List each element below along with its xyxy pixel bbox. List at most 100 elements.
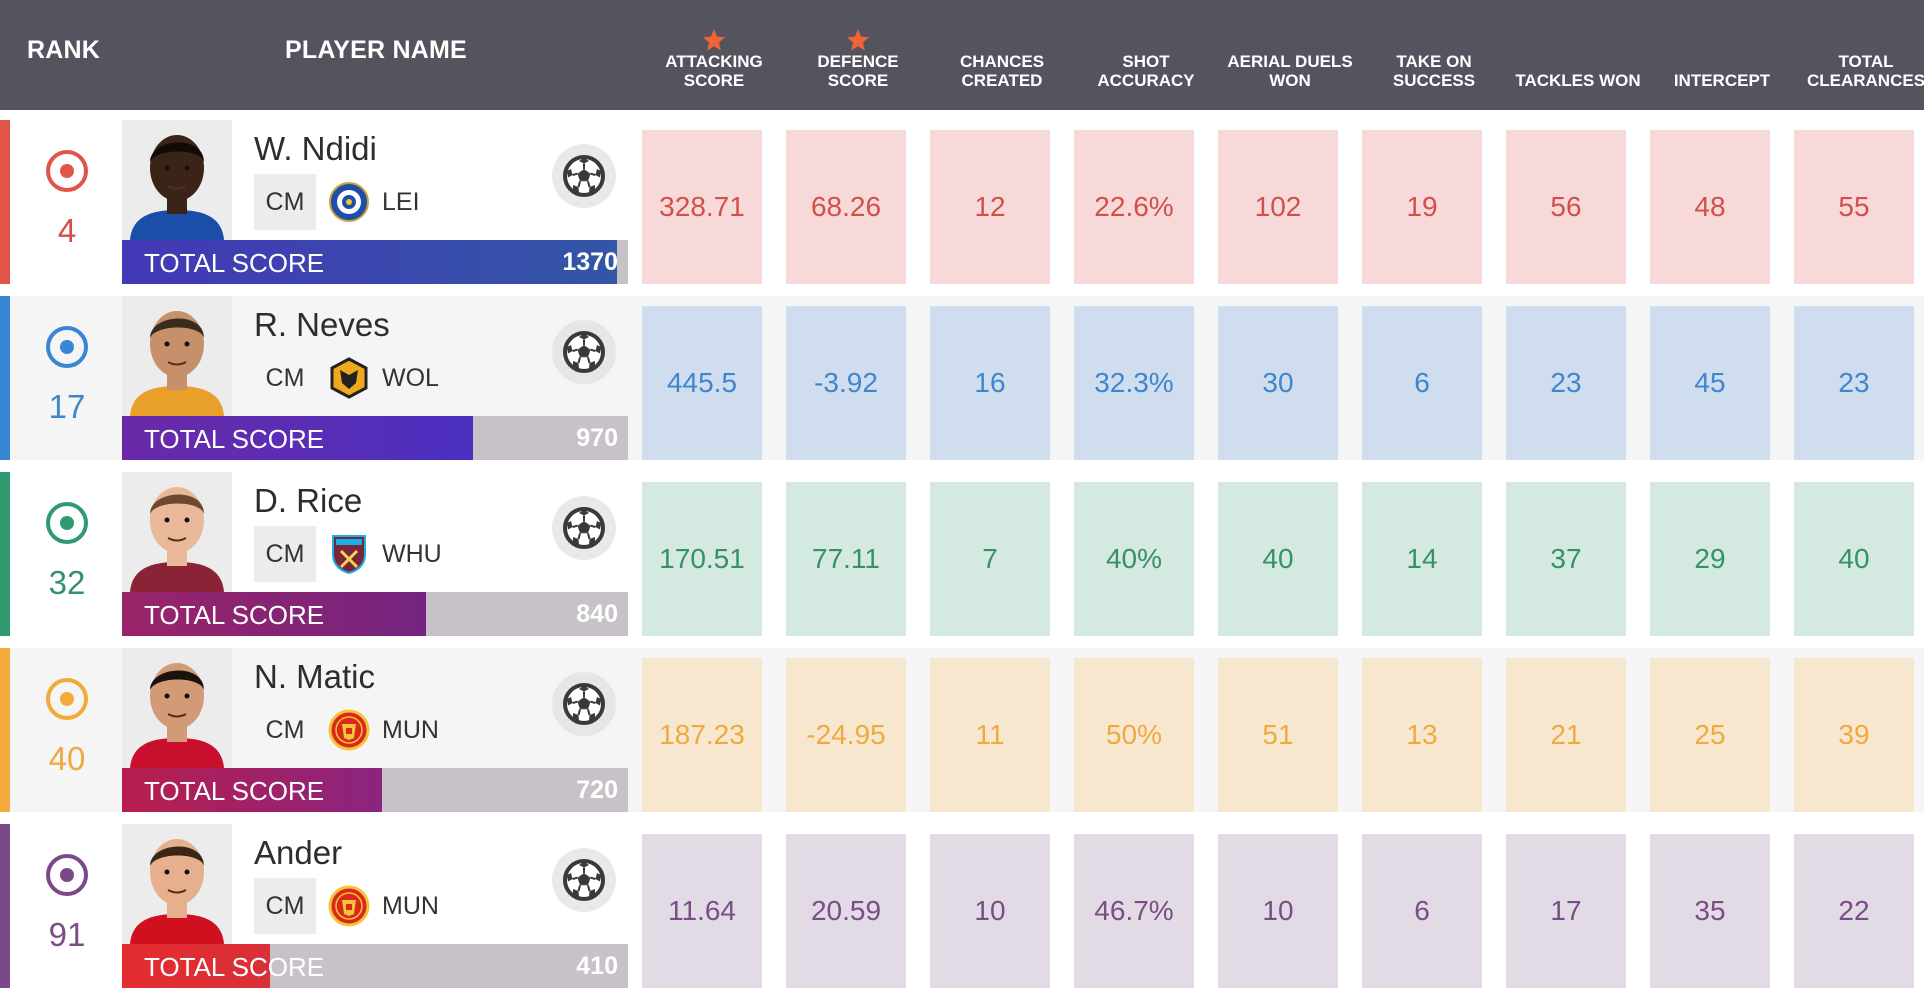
stat-cell: 37 — [1506, 482, 1626, 636]
stat-cell: 22.6% — [1074, 130, 1194, 284]
player-photo[interactable] — [122, 824, 232, 944]
total-score-fill — [122, 592, 426, 636]
stat-cell: 55 — [1794, 130, 1914, 284]
stat-cell: 10 — [930, 834, 1050, 988]
column-header-defence-score[interactable]: DEFENCE SCORE — [786, 0, 930, 110]
row-accent-bar — [0, 824, 10, 988]
target-icon — [44, 852, 90, 898]
column-header-tackles-won[interactable]: TACKLES WON — [1506, 0, 1650, 110]
football-icon[interactable] — [552, 848, 616, 912]
total-score-label: TOTAL SCORE — [144, 776, 325, 806]
column-header-intercept[interactable]: INTERCEPT — [1650, 0, 1794, 110]
total-score-bar: TOTAL SCORE 410 — [122, 944, 628, 988]
team-code: LEI — [382, 188, 420, 216]
position-badge: CM — [254, 174, 316, 230]
table-row[interactable]: 32 D. Rice CM WHU TOTAL SCORE 840 170.51 77.11 7… — [0, 472, 1924, 636]
stat-cell: 187.23 — [642, 658, 762, 812]
row-accent-bar — [0, 296, 10, 460]
total-score-bar: TOTAL SCORE 970 — [122, 416, 628, 460]
total-score-value: 720 — [576, 776, 618, 804]
stat-cell: 170.51 — [642, 482, 762, 636]
rank-number: 91 — [48, 916, 86, 953]
football-icon[interactable] — [552, 320, 616, 384]
column-header-total-clearances[interactable]: TOTAL CLEARANCES — [1794, 0, 1924, 110]
total-score-value: 970 — [576, 424, 618, 452]
player-name[interactable]: R. Neves — [254, 306, 390, 343]
total-score-label: TOTAL SCORE — [144, 952, 325, 982]
stat-cell: 7 — [930, 482, 1050, 636]
team-code: WHU — [382, 540, 442, 568]
stat-cell: 68.26 — [786, 130, 906, 284]
stat-cell: 40% — [1074, 482, 1194, 636]
stat-cell: 50% — [1074, 658, 1194, 812]
team-code: WOL — [382, 364, 439, 392]
stat-cell: 445.5 — [642, 306, 762, 460]
rank-number: 17 — [48, 388, 86, 425]
player-photo[interactable] — [122, 648, 232, 768]
column-header-take-on-success[interactable]: TAKE ON SUCCESS — [1362, 0, 1506, 110]
stat-cell: 22 — [1794, 834, 1914, 988]
football-icon[interactable] — [552, 496, 616, 560]
table-row[interactable]: 17 R. Neves CM WOL TOTAL SCORE 970 445.5 -3.92 1… — [0, 296, 1924, 460]
table-row[interactable]: 4 W. Ndidi CM LEI TOTAL SCORE 1370 328.71 68.26… — [0, 120, 1924, 284]
manutd-crest-icon — [328, 709, 370, 751]
header-rank[interactable]: RANK — [27, 36, 101, 64]
target-icon — [44, 500, 90, 546]
column-header-line2: WON — [1269, 71, 1311, 90]
column-header-shot-accuracy[interactable]: SHOT ACCURACY — [1074, 0, 1218, 110]
stat-cell: 102 — [1218, 130, 1338, 284]
total-score-value: 410 — [576, 952, 618, 980]
stat-cell: 29 — [1650, 482, 1770, 636]
row-accent-bar — [0, 120, 10, 284]
stat-cell: 40 — [1794, 482, 1914, 636]
table-row[interactable]: 40 N. Matic CM MUN TOTAL SCORE 720 187.23 -24.9… — [0, 648, 1924, 812]
player-name[interactable]: N. Matic — [254, 658, 376, 695]
column-header-chances-created[interactable]: CHANCES CREATED — [930, 0, 1074, 110]
stat-cell: 11.64 — [642, 834, 762, 988]
stat-cell: 19 — [1362, 130, 1482, 284]
stat-cell: 20.59 — [786, 834, 906, 988]
rank-number: 32 — [48, 564, 86, 601]
stat-cell: 11 — [930, 658, 1050, 812]
column-header-line2: INTERCEPT — [1673, 71, 1771, 90]
wolves-crest-icon — [328, 357, 370, 399]
stat-cell: 12 — [930, 130, 1050, 284]
column-header-line1: SHOT — [1122, 52, 1170, 71]
header-player-name[interactable]: PLAYER NAME — [285, 36, 467, 64]
player-photo[interactable] — [122, 120, 232, 240]
stat-cell: 45 — [1650, 306, 1770, 460]
column-header-attacking-score[interactable]: ATTACKING SCORE — [642, 0, 786, 110]
stat-cell: 25 — [1650, 658, 1770, 812]
column-header-aerial-duels-won[interactable]: AERIAL DUELS WON — [1218, 0, 1362, 110]
stat-cell: 13 — [1362, 658, 1482, 812]
leicester-crest-icon — [328, 181, 370, 223]
stat-cell: 23 — [1794, 306, 1914, 460]
football-icon[interactable] — [552, 672, 616, 736]
total-score-bar: TOTAL SCORE 720 — [122, 768, 628, 812]
player-name[interactable]: D. Rice — [254, 482, 363, 519]
target-icon — [44, 676, 90, 722]
table-header: RANK PLAYER NAME ATTACKING SCORE DEFENCE SC… — [0, 0, 1924, 110]
column-header-line1: AERIAL DUELS — [1227, 52, 1353, 71]
stat-cell: 21 — [1506, 658, 1626, 812]
player-name[interactable]: W. Ndidi — [254, 130, 377, 167]
star-icon — [702, 28, 726, 52]
football-icon[interactable] — [552, 144, 616, 208]
position-badge: CM — [254, 526, 316, 582]
column-header-line1: ATTACKING — [665, 52, 763, 71]
table-row[interactable]: 91 Ander CM MUN TOTAL SCORE 410 11.64 20.59 10 46… — [0, 824, 1924, 988]
player-photo[interactable] — [122, 296, 232, 416]
stat-cell: 328.71 — [642, 130, 762, 284]
position-badge: CM — [254, 878, 316, 934]
stat-cell: 23 — [1506, 306, 1626, 460]
total-score-bar: TOTAL SCORE 1370 — [122, 240, 628, 284]
player-photo[interactable] — [122, 472, 232, 592]
total-score-label: TOTAL SCORE — [144, 600, 325, 630]
rank-number: 40 — [48, 740, 86, 777]
total-score-fill — [122, 944, 271, 988]
stat-cell: 6 — [1362, 306, 1482, 460]
stat-cell: 39 — [1794, 658, 1914, 812]
stat-cell: 35 — [1650, 834, 1770, 988]
stat-cell: 48 — [1650, 130, 1770, 284]
player-name[interactable]: Ander — [254, 834, 343, 871]
